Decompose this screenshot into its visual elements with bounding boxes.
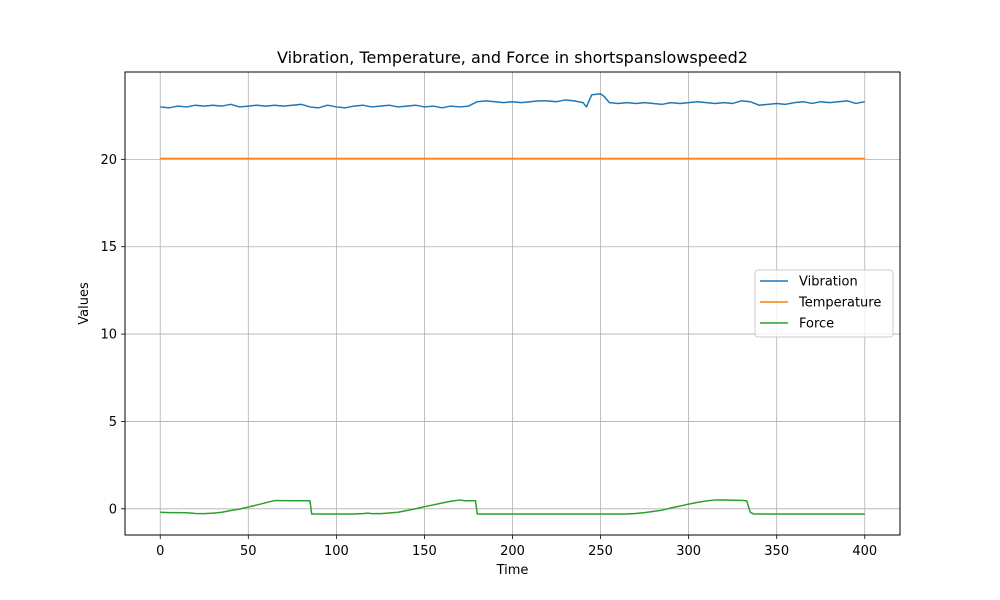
- legend: Vibration Temperature Force: [754, 269, 894, 338]
- x-tick-label: 200: [500, 544, 525, 559]
- y-axis-label: Values: [77, 282, 92, 325]
- y-tick-label: 20: [100, 153, 117, 168]
- y-tick-label: 5: [109, 415, 117, 430]
- x-axis-label: Time: [496, 563, 529, 578]
- x-tick-label: 0: [156, 544, 164, 559]
- series-line-force: [160, 499, 865, 515]
- x-tick-label: 400: [852, 544, 877, 559]
- series-line-vibration: [160, 93, 865, 109]
- y-tick-label: 10: [100, 328, 117, 343]
- x-axis-ticks: 0 50 100 150 200 250 300 350 400: [156, 535, 877, 559]
- y-axis-ticks: 0 5 10 15 20: [100, 153, 125, 517]
- x-tick-label: 50: [240, 544, 257, 559]
- legend-box: [754, 269, 894, 338]
- y-tick-label: 0: [109, 502, 117, 517]
- x-tick-label: 350: [764, 544, 789, 559]
- legend-label-vibration: Vibration: [799, 275, 858, 290]
- legend-label-temperature: Temperature: [798, 296, 881, 311]
- y-tick-label: 15: [100, 240, 117, 255]
- chart-title: Vibration, Temperature, and Force in sho…: [277, 48, 748, 67]
- x-tick-label: 300: [676, 544, 701, 559]
- legend-label-force: Force: [799, 317, 834, 332]
- x-tick-label: 100: [324, 544, 349, 559]
- x-tick-label: 150: [412, 544, 437, 559]
- series-layer: [160, 93, 865, 515]
- x-tick-label: 250: [588, 544, 613, 559]
